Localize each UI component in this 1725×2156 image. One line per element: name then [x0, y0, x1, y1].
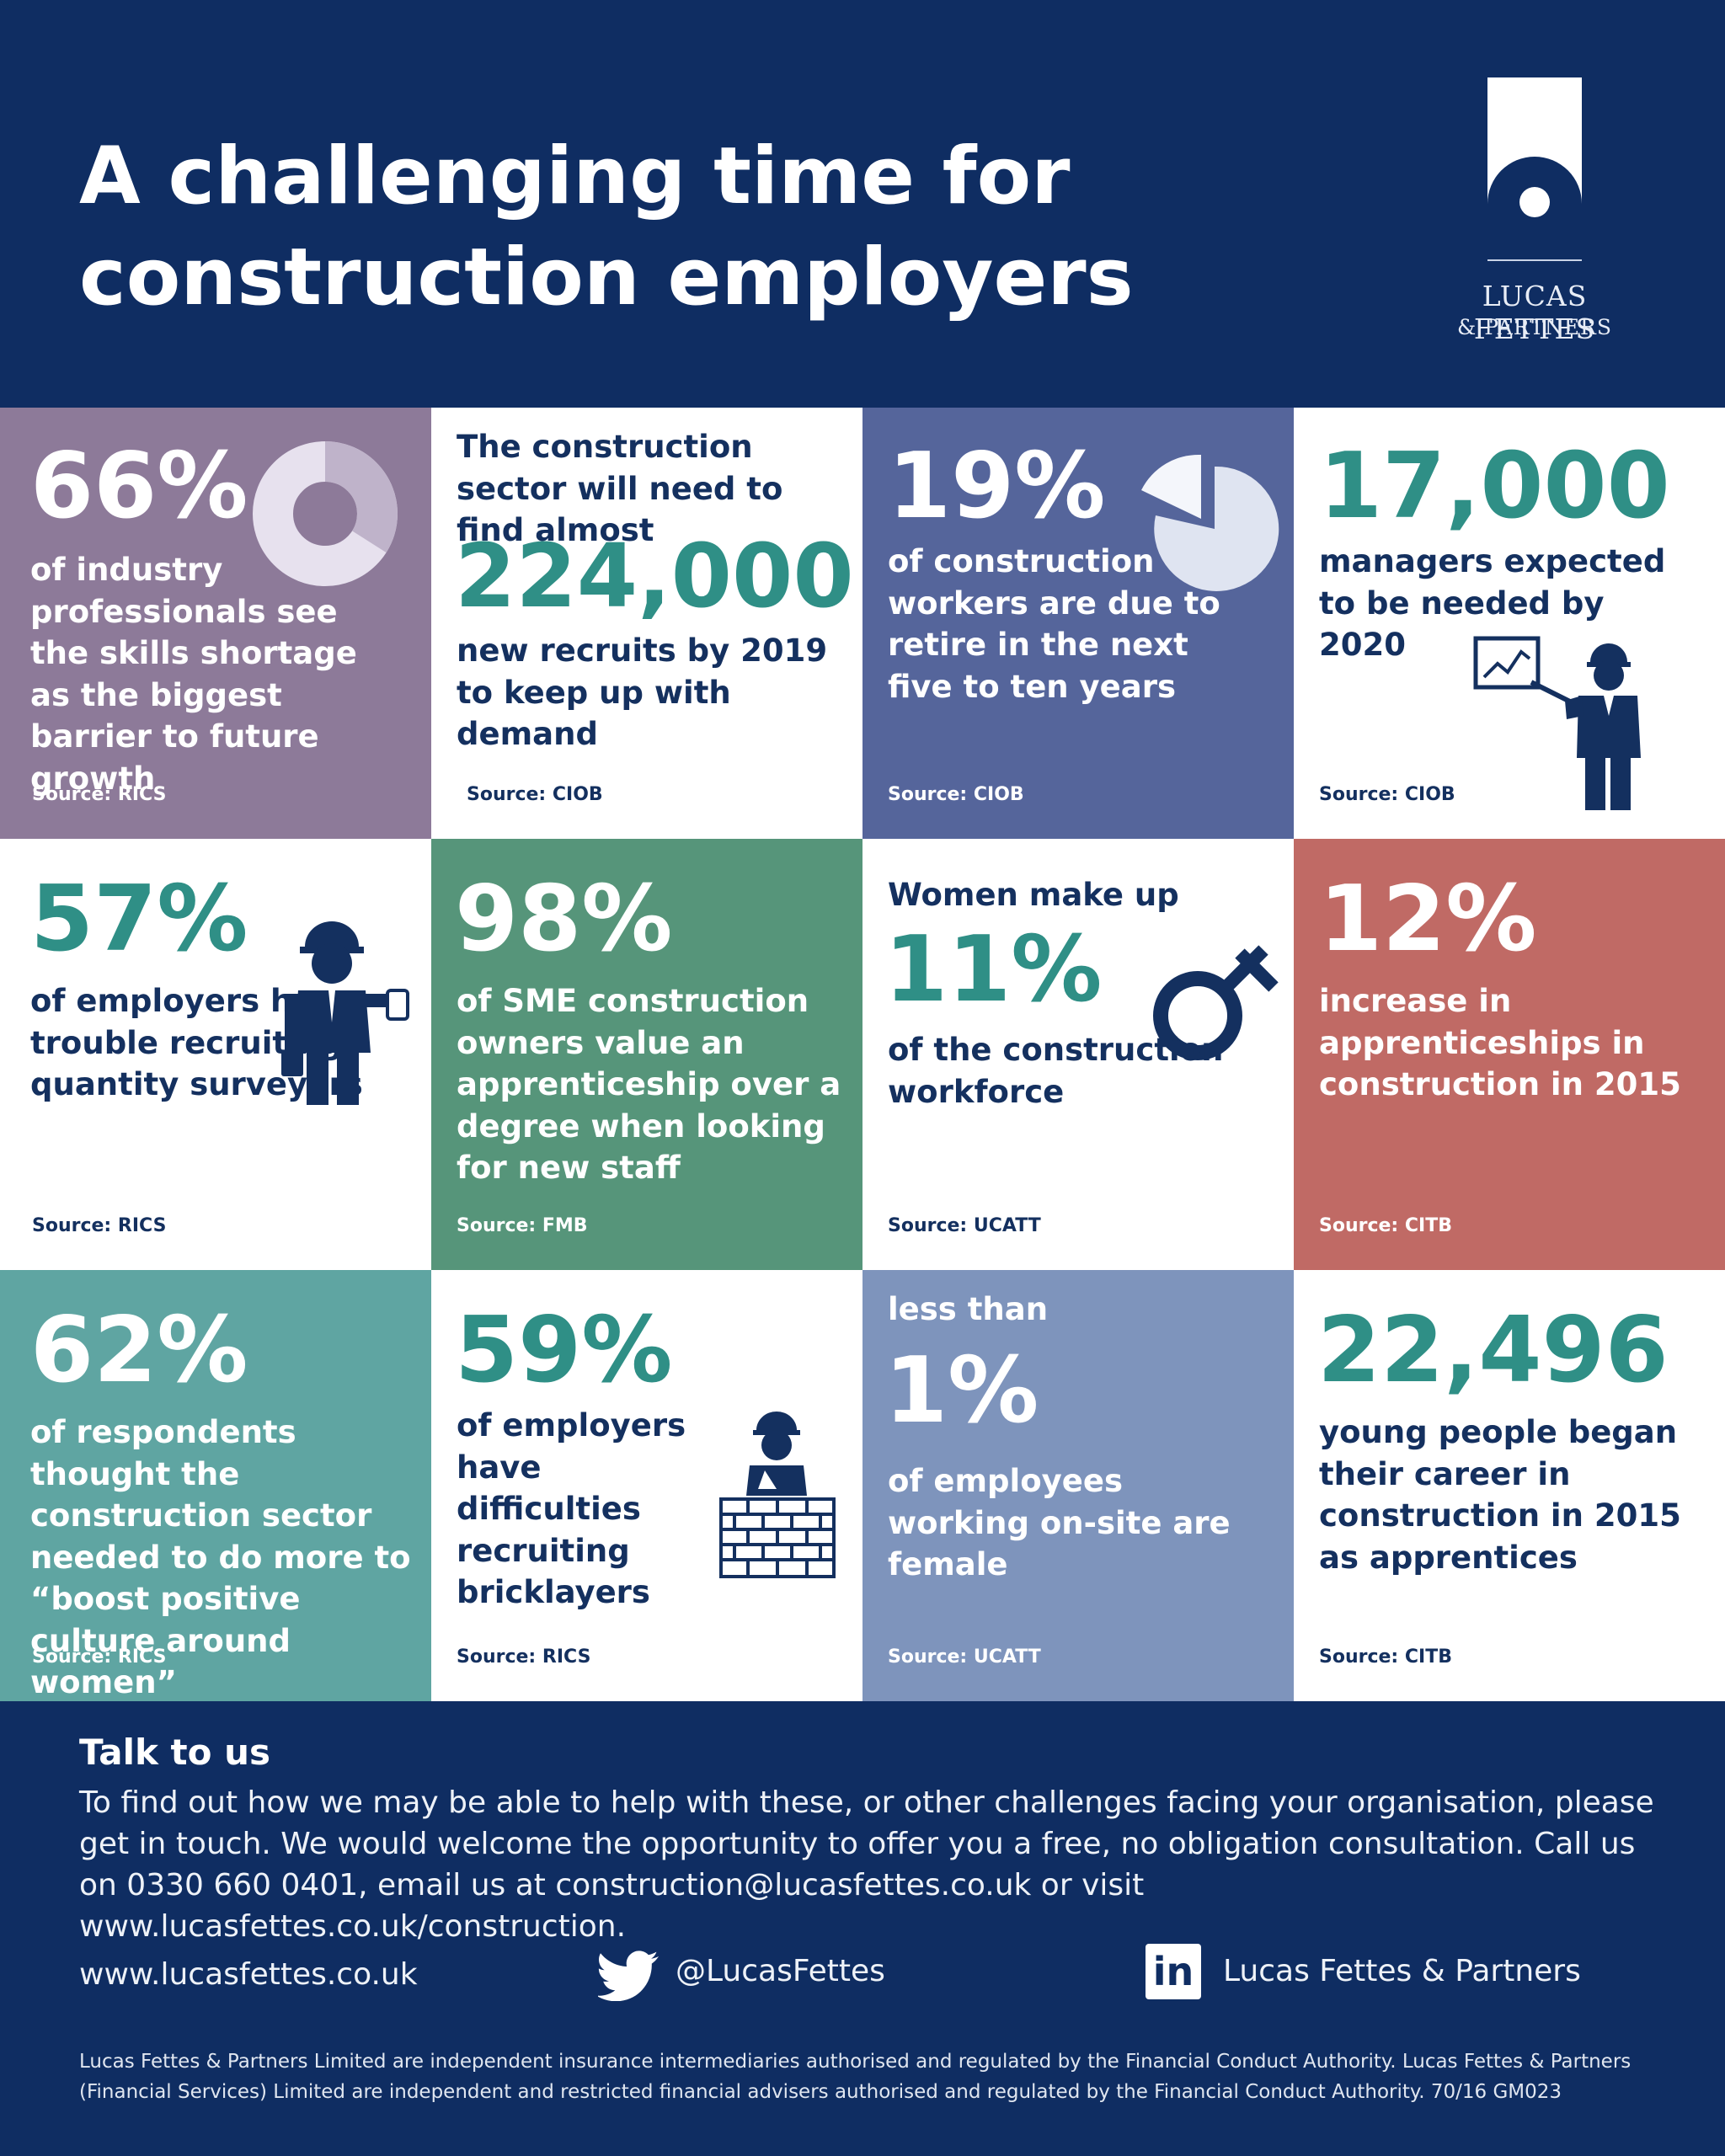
- stat-description: of SME construction owners value an appr…: [457, 983, 841, 1186]
- page-title: A challenging time for construction empl…: [79, 126, 1258, 328]
- stat-card-retirement: 19% of construction workers are due to r…: [862, 408, 1294, 839]
- stat-description: young people began their career in const…: [1319, 1414, 1681, 1576]
- linkedin-link[interactable]: Lucas Fettes & Partners: [1223, 1954, 1581, 1988]
- stat-card-skills-shortage: 66% of industry professionals see the sk…: [0, 408, 431, 839]
- stat-description: of industry professionals see the skills…: [30, 552, 357, 797]
- stat-description: of construction workers are due to retir…: [888, 543, 1220, 705]
- company-logo: LUCAS FETTES & PARTNERS: [1423, 77, 1646, 347]
- stat-card-women-workforce: Women make up 11% of the construction wo…: [862, 839, 1294, 1270]
- stat-source: Source: CITB: [1319, 1215, 1452, 1236]
- website-link[interactable]: www.lucasfettes.co.uk: [79, 1957, 418, 1992]
- twitter-icon[interactable]: [598, 1951, 660, 2001]
- stat-intro: Women make up: [888, 877, 1179, 913]
- female-symbol-icon: [1153, 945, 1279, 1060]
- stat-card-culture-women: 62% of respondents thought the construct…: [0, 1270, 431, 1701]
- stat-card-new-recruits: The construction sector will need to fin…: [431, 408, 862, 839]
- stats-grid: 66% of industry professionals see the sk…: [0, 408, 1725, 1701]
- stat-value: 1%: [884, 1338, 1039, 1444]
- manager-presenting-icon: [1473, 636, 1641, 810]
- stat-description: of respondents thought the construction …: [30, 1414, 411, 1700]
- stat-source: Source: FMB: [457, 1215, 588, 1236]
- stat-source: Source: CITB: [1319, 1646, 1452, 1668]
- stat-card-apprenticeship-increase: 12% increase in apprenticeships in const…: [1294, 839, 1725, 1270]
- title-line-2: construction employers: [79, 232, 1134, 323]
- stat-card-young-apprentices: 22,496 young people began their career i…: [1294, 1270, 1725, 1701]
- stat-value: 59%: [455, 1298, 673, 1403]
- logo-name: LUCAS FETTES: [1473, 280, 1596, 345]
- stat-value: 66%: [30, 434, 248, 539]
- linkedin-icon-glyph: in: [1152, 1949, 1194, 1994]
- stat-description: managers expected to be needed by 2020: [1319, 543, 1666, 663]
- stat-description: of employers have difficulties recruitin…: [457, 1407, 686, 1610]
- stat-intro: The construction sector will need to fin…: [457, 429, 783, 548]
- stat-source: Source: RICS: [32, 1646, 167, 1668]
- twitter-handle-link[interactable]: @LucasFettes: [676, 1954, 885, 1988]
- stat-value: 98%: [455, 867, 673, 972]
- stat-description: increase in apprenticeships in construct…: [1319, 983, 1681, 1102]
- stat-card-managers: 17,000 managers expected to be needed by…: [1294, 408, 1725, 839]
- stat-description: new recruits by 2019 to keep up with dem…: [457, 632, 828, 752]
- logo-divider: [1487, 259, 1582, 261]
- stat-value: 11%: [884, 917, 1103, 1022]
- contact-body: To find out how we may be able to help w…: [79, 1785, 1654, 1944]
- header: A challenging time for construction empl…: [0, 0, 1725, 408]
- logo-subtitle: & PARTNERS: [1457, 315, 1612, 339]
- stat-description: of the construction workforce: [888, 1032, 1224, 1110]
- stat-card-bricklayers: 59% of employers have difficulties recru…: [431, 1270, 862, 1701]
- linkedin-icon[interactable]: in: [1146, 1944, 1201, 1999]
- stat-card-apprenticeship-value: 98% of SME construction owners value an …: [431, 839, 862, 1270]
- stat-card-onsite-female: less than 1% of employees working on-sit…: [862, 1270, 1294, 1701]
- stat-value: 57%: [30, 867, 248, 972]
- bricklayer-icon: [719, 1412, 836, 1578]
- stat-source: Source: CIOB: [888, 784, 1024, 805]
- logo-mark-icon: [1487, 77, 1582, 254]
- stat-source: Source: UCATT: [888, 1646, 1041, 1668]
- title-line-1: A challenging time for: [79, 131, 1071, 222]
- pie-chart-icon: [1141, 454, 1279, 591]
- contact-heading: Talk to us: [79, 1732, 270, 1773]
- stat-value: 17,000: [1319, 434, 1670, 539]
- stat-source: Source: RICS: [32, 1215, 167, 1236]
- stat-description: of employees working on-site are female: [888, 1463, 1231, 1582]
- contact-footer: Talk to us To find out how we may be abl…: [0, 1701, 1725, 2156]
- stat-card-quantity-surveyors: 57% of employers have trouble recruiting…: [0, 839, 431, 1270]
- donut-chart-icon: [253, 441, 398, 586]
- stat-value: 19%: [888, 434, 1106, 539]
- stat-value: 12%: [1319, 867, 1537, 972]
- stat-intro: less than: [888, 1291, 1049, 1327]
- stat-value: 62%: [30, 1298, 248, 1403]
- stat-value: 22,496: [1317, 1298, 1669, 1403]
- stat-value: 224,000: [455, 525, 854, 627]
- stat-source: Source: CIOB: [1319, 784, 1455, 805]
- legal-disclaimer: Lucas Fettes & Partners Limited are inde…: [79, 2051, 1632, 2103]
- stat-source: Source: CIOB: [467, 784, 603, 805]
- stat-source: Source: RICS: [32, 784, 167, 805]
- stat-source: Source: RICS: [457, 1646, 591, 1668]
- surveyor-with-plans-icon: [281, 921, 409, 1105]
- stat-source: Source: UCATT: [888, 1215, 1041, 1236]
